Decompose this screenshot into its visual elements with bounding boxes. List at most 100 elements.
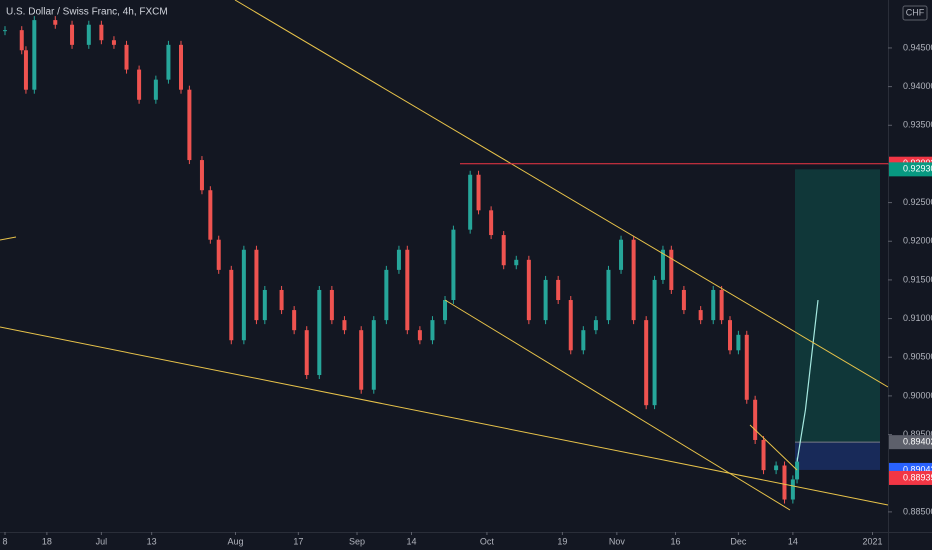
- candle: [371, 320, 376, 390]
- target-zone: [795, 169, 880, 443]
- candle: [774, 465, 779, 471]
- candle: [137, 69, 142, 100]
- candle: [153, 79, 158, 100]
- candle: [23, 50, 28, 90]
- trend-line: [444, 299, 791, 511]
- candle: [229, 269, 234, 341]
- trend-line: [234, 0, 889, 388]
- trend-line: [0, 236, 17, 241]
- candle: [753, 399, 758, 440]
- x-tick-label: 14: [788, 536, 798, 546]
- candle: [556, 279, 561, 301]
- candle: [568, 300, 573, 351]
- candle: [342, 320, 347, 331]
- price-label-bg: [889, 470, 932, 485]
- x-tick-label: Oct: [480, 536, 495, 546]
- projection-line: [796, 299, 819, 462]
- x-tick-label: Nov: [609, 536, 626, 546]
- candle: [501, 235, 506, 266]
- candle: [468, 174, 473, 230]
- candle: [124, 44, 129, 70]
- candle: [329, 289, 334, 321]
- x-tick-label: 14: [406, 536, 416, 546]
- candle: [782, 465, 787, 500]
- candle: [254, 249, 259, 321]
- x-tick-label: Aug: [227, 536, 243, 546]
- candle: [526, 259, 531, 321]
- chart-title: U.S. Dollar / Swiss Franc, 4h, FXCM: [6, 7, 168, 18]
- candle: [711, 289, 716, 321]
- trend-lines: [0, 0, 889, 511]
- candle: [681, 289, 686, 311]
- candle: [86, 24, 91, 45]
- price-label: 0.89402: [903, 437, 932, 447]
- x-tick-label: 13: [147, 536, 157, 546]
- candle: [761, 439, 766, 471]
- candle: [476, 174, 481, 211]
- candle: [728, 320, 733, 351]
- x-tick-label: 19: [557, 536, 567, 546]
- candle: [53, 20, 58, 25]
- candle: [631, 239, 636, 321]
- candle: [216, 239, 221, 270]
- candle: [790, 479, 795, 500]
- x-tick-label: 17: [293, 536, 303, 546]
- candle: [581, 330, 586, 351]
- candle: [396, 249, 401, 270]
- y-tick-label: 0.94500: [903, 42, 932, 52]
- candle: [208, 190, 213, 240]
- candle: [451, 229, 456, 301]
- x-tick-label: 8: [2, 536, 7, 546]
- currency-box[interactable]: [902, 5, 928, 21]
- candle: [443, 300, 448, 321]
- x-tick-label: 2021: [862, 536, 882, 546]
- candle: [359, 330, 364, 390]
- candle: [70, 24, 75, 45]
- trend-line: [749, 424, 798, 471]
- candle: [2, 30, 7, 32]
- price-label-bg: [889, 162, 932, 177]
- candle: [795, 461, 800, 480]
- candle: [489, 210, 494, 236]
- price-label: 0.89043: [903, 464, 932, 474]
- candle: [514, 259, 519, 266]
- candle: [317, 289, 322, 376]
- candle: [241, 249, 246, 341]
- candle: [430, 320, 435, 341]
- candle: [736, 334, 741, 351]
- candle: [644, 320, 649, 406]
- x-tick-label: Dec: [730, 536, 747, 546]
- candle: [179, 44, 184, 90]
- candle: [619, 239, 624, 270]
- candle: [262, 289, 267, 321]
- candle: [652, 279, 657, 406]
- x-tick-label: 16: [671, 536, 681, 546]
- candle: [417, 330, 422, 341]
- trend-line: [0, 326, 889, 506]
- candle: [698, 310, 703, 321]
- candle: [279, 289, 284, 311]
- currency: CHF: [906, 7, 925, 17]
- candle: [384, 269, 389, 321]
- candle: [543, 279, 548, 321]
- candle: [99, 24, 104, 41]
- candle: [304, 330, 309, 376]
- candle: [199, 160, 204, 191]
- price-label-bg: [889, 435, 932, 450]
- candle: [166, 44, 171, 80]
- candle: [660, 249, 665, 280]
- x-tick-label: Jul: [96, 536, 108, 546]
- x-tick-label: 18: [42, 536, 52, 546]
